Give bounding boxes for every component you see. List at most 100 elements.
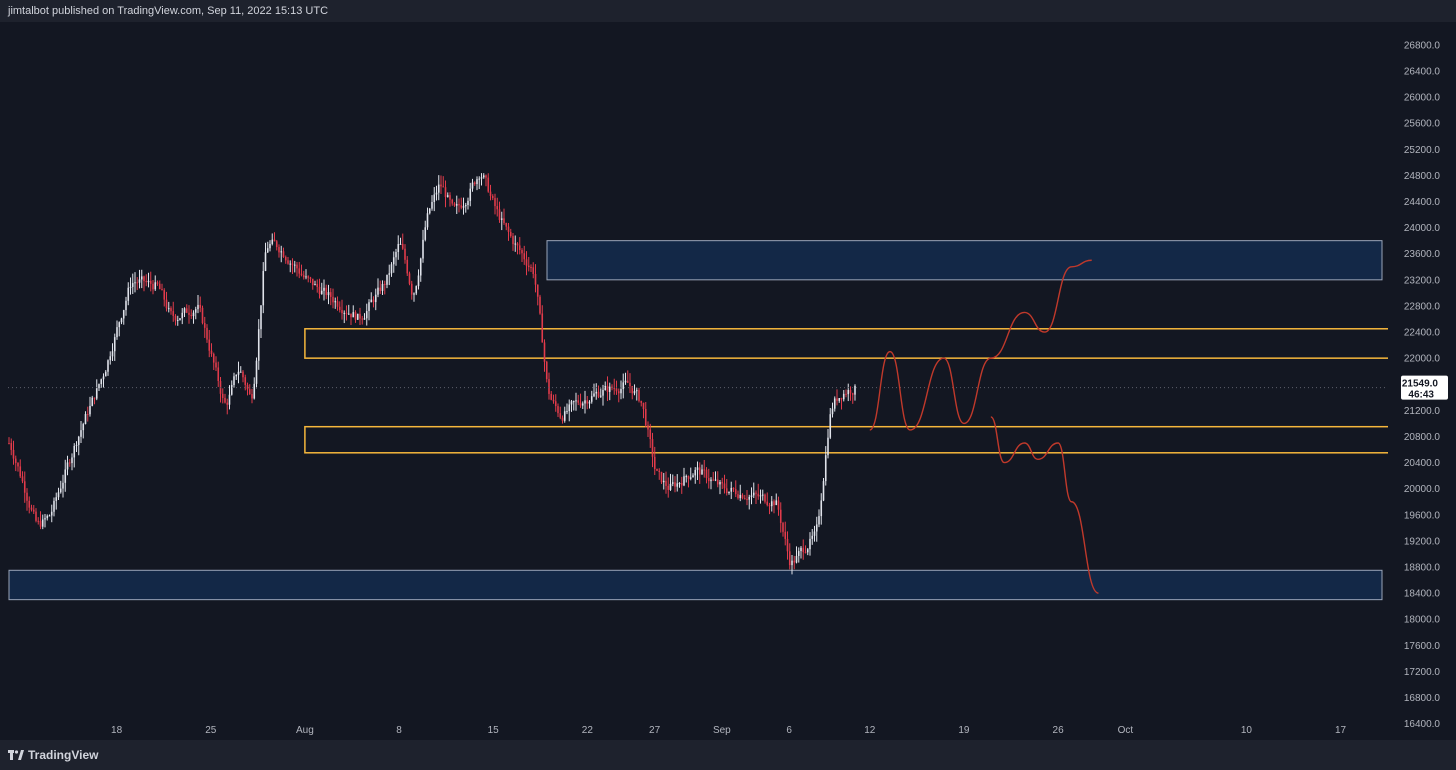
time-tick-label: 22: [582, 725, 594, 736]
candle-body: [152, 283, 154, 290]
time-tick-label: 25: [205, 725, 217, 736]
price-tick-label: 20000.0: [1404, 484, 1441, 495]
candle-body: [572, 401, 575, 403]
candle-body: [694, 469, 697, 476]
candle-body: [620, 389, 622, 394]
candle-body: [10, 443, 13, 450]
candle-body: [181, 312, 184, 319]
candle-body: [66, 462, 69, 470]
time-axis[interactable]: 18 25 Aug 8 15 22 27 Sep 6 12 19 26 Oct 10 17: [111, 725, 1347, 736]
candle-body: [39, 520, 42, 527]
candle-body: [622, 382, 625, 390]
last-price-badge: [1401, 375, 1448, 400]
candle-body: [57, 492, 60, 498]
candle-body: [37, 520, 40, 522]
candle-body: [820, 500, 823, 517]
candle-body: [289, 263, 292, 265]
candle-body: [602, 389, 604, 396]
candle-body: [458, 204, 460, 206]
candle-body: [523, 253, 526, 260]
candle-body: [761, 494, 764, 496]
candle-body: [422, 239, 424, 259]
candle-body: [118, 322, 121, 328]
candle-body: [795, 555, 798, 563]
candle-body: [174, 315, 177, 321]
candle-body: [388, 273, 391, 275]
candle-body: [379, 287, 382, 291]
candle-body: [534, 273, 537, 285]
candle-body: [208, 339, 211, 351]
candle-body: [21, 476, 24, 482]
candle-body: [41, 519, 44, 527]
candle-body: [257, 329, 260, 361]
candle-body: [329, 292, 332, 297]
candle-body: [84, 414, 87, 425]
candle-body: [197, 304, 199, 310]
candle-body: [487, 177, 490, 192]
candle-body: [685, 476, 688, 478]
candle-body: [568, 404, 571, 412]
time-tick-label: Sep: [713, 725, 731, 736]
candle-body: [509, 231, 512, 237]
candle-body: [8, 443, 10, 445]
candle-body: [120, 318, 123, 323]
candle-body: [838, 398, 841, 401]
chart-frame: [8, 22, 1448, 740]
candle-body: [199, 304, 202, 308]
countdown-label: 46:43: [1408, 390, 1434, 401]
candle-body: [788, 551, 791, 566]
price-tick-label: 24800.0: [1404, 171, 1441, 182]
candle-body: [800, 547, 802, 552]
candle-body: [206, 327, 208, 340]
candle-body: [89, 405, 91, 415]
candle-body: [424, 227, 427, 240]
candle-body: [179, 318, 181, 320]
candle-body: [134, 282, 136, 284]
candle-body: [266, 248, 269, 253]
candle-body: [813, 531, 816, 536]
candle-body: [248, 389, 251, 395]
candle-body: [593, 393, 595, 397]
candle-body: [680, 482, 683, 486]
candle-body: [811, 535, 814, 539]
candle-body: [696, 467, 699, 470]
candle-body: [678, 482, 681, 484]
candle-body: [566, 411, 568, 413]
candle-body: [338, 306, 341, 310]
candle-body: [746, 498, 748, 500]
candle-body: [93, 397, 96, 399]
candle-body: [210, 350, 213, 354]
candle-body: [226, 402, 229, 405]
candle-body: [818, 516, 820, 525]
candle-body: [392, 257, 395, 265]
candle-body: [341, 309, 343, 314]
candle-body: [674, 482, 676, 487]
price-tick-label: 24000.0: [1404, 223, 1441, 234]
price-tick-label: 25600.0: [1404, 119, 1441, 130]
candle-body: [437, 184, 440, 193]
tradingview-brand[interactable]: TradingView: [8, 748, 98, 762]
candle-body: [242, 371, 244, 378]
candle-body: [804, 552, 807, 554]
candle-body: [464, 205, 467, 207]
candle-body: [215, 362, 217, 368]
candle-body: [383, 283, 386, 285]
price-axis[interactable]: 26800.0 26400.0 26000.0 25600.0 25200.0 24800…: [1388, 22, 1448, 740]
candle-body: [300, 273, 303, 276]
candle-body: [525, 259, 528, 266]
price-tick-label: 26400.0: [1404, 66, 1441, 77]
candle-body: [660, 471, 663, 483]
candle-body: [143, 276, 145, 282]
tradingview-label: TradingView: [28, 748, 99, 762]
candle-body: [291, 263, 294, 265]
candle-body: [775, 500, 778, 506]
candle-body: [512, 236, 514, 245]
tradingview-logo-icon: [8, 750, 24, 760]
time-tick-label: 6: [786, 725, 792, 736]
candle-body: [676, 483, 679, 487]
candle-body: [145, 281, 148, 283]
candle-body: [158, 283, 161, 290]
candle-body: [764, 494, 766, 502]
price-chart[interactable]: 26800.0 26400.0 26000.0 25600.0 25200.0 24800…: [8, 22, 1448, 740]
candle-body: [440, 184, 442, 187]
